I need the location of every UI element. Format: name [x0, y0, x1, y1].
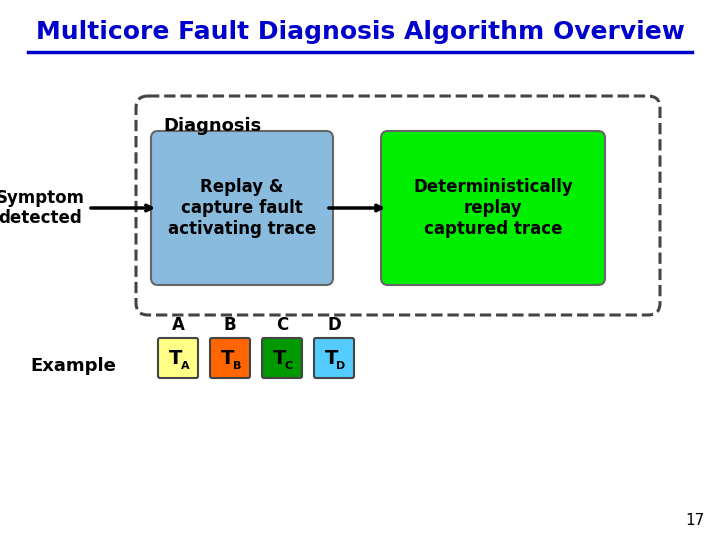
Text: C: C	[285, 361, 293, 371]
Text: A: A	[171, 316, 184, 334]
Text: Symptom
detected: Symptom detected	[0, 188, 85, 227]
Text: Diagnosis: Diagnosis	[163, 117, 261, 135]
Text: D: D	[336, 361, 346, 371]
Text: C: C	[276, 316, 288, 334]
FancyBboxPatch shape	[158, 338, 198, 378]
Text: D: D	[327, 316, 341, 334]
Text: $\mathbf{T}$: $\mathbf{T}$	[168, 349, 184, 368]
Text: Deterministically
replay
captured trace: Deterministically replay captured trace	[413, 178, 573, 238]
Text: $\mathbf{T}$: $\mathbf{T}$	[220, 349, 235, 368]
Text: $\mathbf{T}$: $\mathbf{T}$	[325, 349, 340, 368]
Text: $\mathbf{T}$: $\mathbf{T}$	[272, 349, 287, 368]
FancyBboxPatch shape	[136, 96, 660, 315]
FancyBboxPatch shape	[314, 338, 354, 378]
Text: B: B	[224, 316, 236, 334]
FancyBboxPatch shape	[210, 338, 250, 378]
Text: Replay &
capture fault
activating trace: Replay & capture fault activating trace	[168, 178, 316, 238]
Text: B: B	[233, 361, 241, 371]
FancyBboxPatch shape	[151, 131, 333, 285]
FancyBboxPatch shape	[262, 338, 302, 378]
Text: A: A	[181, 361, 189, 371]
FancyBboxPatch shape	[381, 131, 605, 285]
Text: 17: 17	[685, 513, 705, 528]
Text: Multicore Fault Diagnosis Algorithm Overview: Multicore Fault Diagnosis Algorithm Over…	[35, 20, 685, 44]
Text: Example: Example	[30, 357, 116, 375]
